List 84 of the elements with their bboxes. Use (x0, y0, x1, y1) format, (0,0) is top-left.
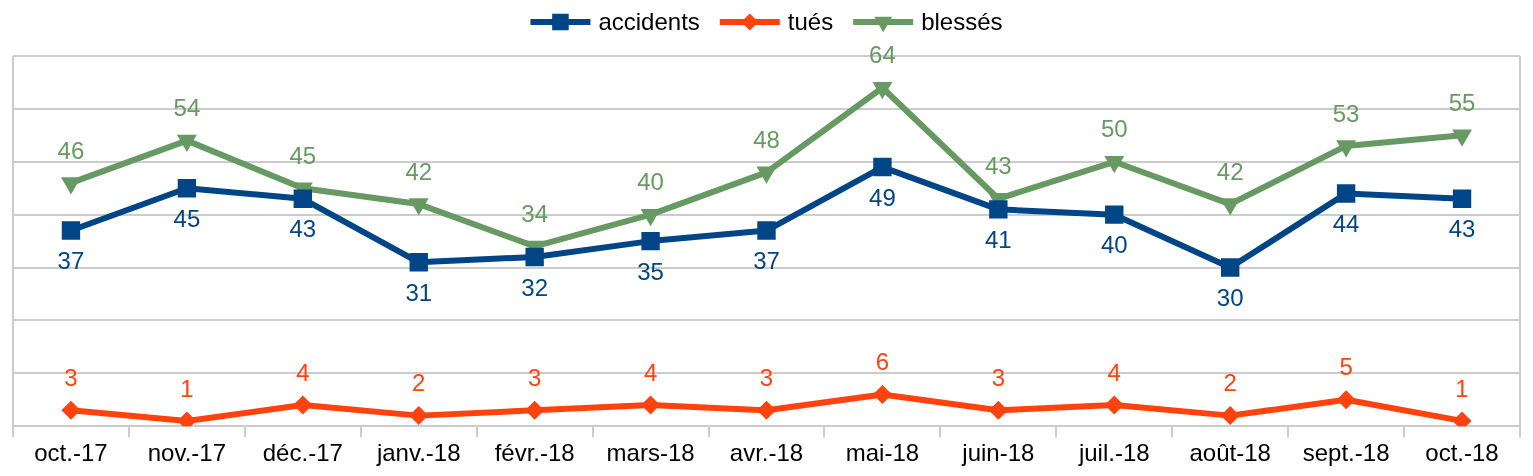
point (641, 231, 660, 251)
legend-label: accidents (598, 7, 700, 35)
data-label: 55 (1448, 88, 1476, 116)
point (177, 179, 197, 198)
data-label: 37 (753, 247, 780, 275)
data-label: 6 (875, 348, 890, 376)
point (757, 400, 776, 420)
x-tick-label: avr.-18 (729, 439, 804, 467)
point (1104, 156, 1125, 174)
x-tick-label: oct.-18 (1425, 439, 1499, 467)
data-label: 3 (991, 363, 1006, 391)
legend-label: blessés (921, 7, 1003, 35)
data-label: 3 (759, 363, 774, 391)
data-label: 3 (527, 363, 542, 391)
x-tick-label: juin-18 (961, 439, 1035, 467)
point (176, 134, 197, 153)
data-label: 34 (521, 200, 549, 228)
data-label: 4 (1107, 358, 1121, 386)
point (1336, 184, 1356, 203)
data-label: 45 (173, 204, 201, 232)
data-label: 1 (1455, 374, 1469, 402)
x-tick-label: mars-18 (606, 439, 695, 467)
point (988, 400, 1008, 420)
x-tick-label: sept.-18 (1302, 439, 1390, 467)
data-label: 35 (637, 257, 664, 285)
point (1221, 258, 1240, 277)
x-tick-label: août-18 (1189, 439, 1271, 467)
data-label: 5 (1339, 353, 1353, 381)
x-tick-label: janv.-18 (375, 439, 461, 467)
data-label: 42 (405, 157, 433, 185)
point (525, 400, 545, 420)
point (1104, 395, 1124, 415)
point (989, 200, 1008, 219)
data-label: 43 (289, 215, 317, 243)
point (1336, 140, 1357, 158)
data-label: 48 (753, 125, 780, 153)
data-label: 50 (1100, 115, 1128, 143)
point (409, 406, 429, 426)
data-label: 31 (405, 278, 433, 306)
data-label: 49 (869, 183, 896, 211)
x-tick-label: juil.-18 (1077, 439, 1150, 467)
data-label: 2 (412, 369, 426, 397)
point (757, 221, 776, 240)
point (1336, 390, 1356, 410)
point (1105, 205, 1124, 224)
data-label: 3 (64, 363, 78, 391)
point (61, 221, 81, 240)
x-tick-label: mai-18 (845, 439, 920, 467)
point (1220, 406, 1240, 426)
point (409, 253, 428, 272)
legend-label: tués (787, 7, 834, 35)
data-label: 37 (57, 247, 85, 275)
point (61, 177, 81, 195)
x-tick-label: déc.-17 (262, 439, 343, 467)
data-label: 41 (984, 225, 1012, 253)
data-label: 46 (57, 136, 85, 164)
point (641, 395, 661, 415)
data-label: 43 (984, 152, 1012, 180)
data-label: 40 (637, 168, 664, 196)
x-tick-label: nov.-17 (147, 439, 227, 467)
point (872, 81, 893, 100)
x-tick-label: févr.-18 (494, 439, 575, 467)
point (61, 400, 81, 420)
point (408, 198, 429, 216)
point (872, 384, 892, 404)
point (293, 395, 313, 415)
data-label: 1 (180, 374, 194, 402)
data-label: 43 (1448, 215, 1476, 243)
data-label: 4 (296, 358, 310, 386)
point (756, 166, 777, 184)
data-label: 42 (1216, 157, 1244, 185)
data-label: 54 (173, 94, 201, 122)
data-label: 64 (869, 41, 896, 69)
data-label: 2 (1223, 369, 1237, 397)
point (525, 247, 544, 267)
data-label: 40 (1100, 231, 1128, 259)
data-label: 45 (289, 141, 317, 169)
point (1452, 129, 1472, 147)
data-label: 44 (1332, 210, 1360, 238)
data-label: 53 (1332, 99, 1360, 127)
data-label: 32 (521, 273, 549, 301)
data-label: 4 (643, 358, 658, 386)
x-tick-label: oct.-17 (34, 439, 108, 467)
data-label: 30 (1216, 284, 1244, 312)
